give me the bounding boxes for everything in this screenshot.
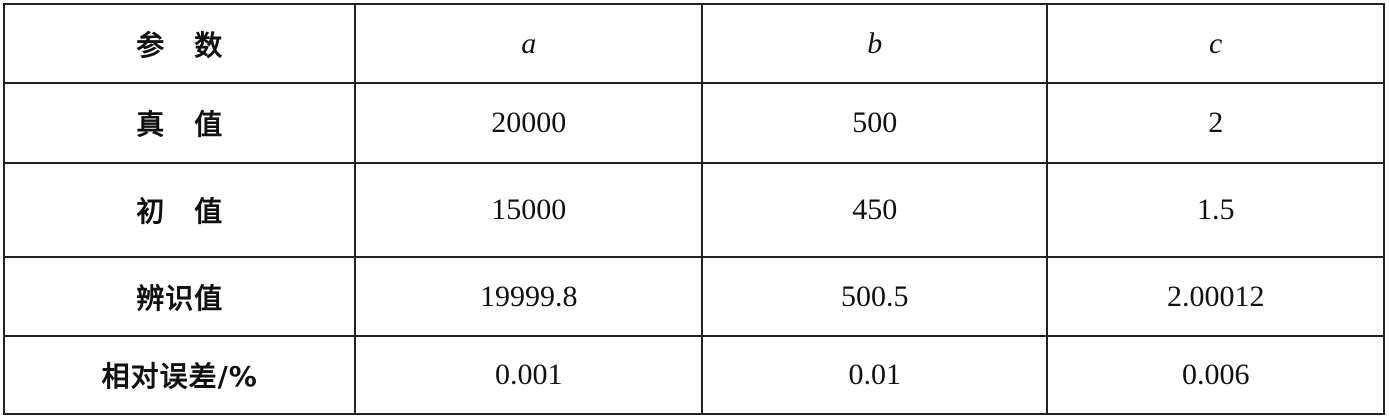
cell: 19999.8 (354, 256, 703, 337)
row-label: 真 值 (2, 82, 357, 164)
cell: 2 (1046, 82, 1385, 164)
cell: 15000 (354, 162, 703, 258)
cell: 2.00012 (1046, 256, 1385, 337)
table-row: 相对误差/% 0.001 0.01 0.006 (2, 335, 1385, 415)
header-b: b (700, 3, 1049, 84)
table-row: 初 值 15000 450 1.5 (2, 162, 1385, 258)
cell: 500 (700, 82, 1049, 164)
cell: 20000 (354, 82, 703, 164)
cell: 0.001 (354, 335, 703, 415)
header-c: c (1046, 3, 1385, 84)
row-label: 初 值 (2, 162, 357, 258)
cell: 0.01 (700, 335, 1049, 415)
cell: 500.5 (700, 256, 1049, 337)
table-row: 辨识值 19999.8 500.5 2.00012 (2, 256, 1385, 337)
header-parameter: 参 数 (2, 3, 357, 84)
table-header-row: 参 数 a b c (2, 3, 1385, 84)
cell: 1.5 (1046, 162, 1385, 258)
cell: 0.006 (1046, 335, 1385, 415)
parameter-identification-table: 参 数 a b c 真 值 20000 500 2 初 值 15000 450 … (2, 3, 1385, 415)
table-row: 真 值 20000 500 2 (2, 82, 1385, 164)
header-a: a (354, 3, 703, 84)
row-label: 辨识值 (2, 256, 357, 337)
row-label: 相对误差/% (2, 335, 357, 415)
cell: 450 (700, 162, 1049, 258)
